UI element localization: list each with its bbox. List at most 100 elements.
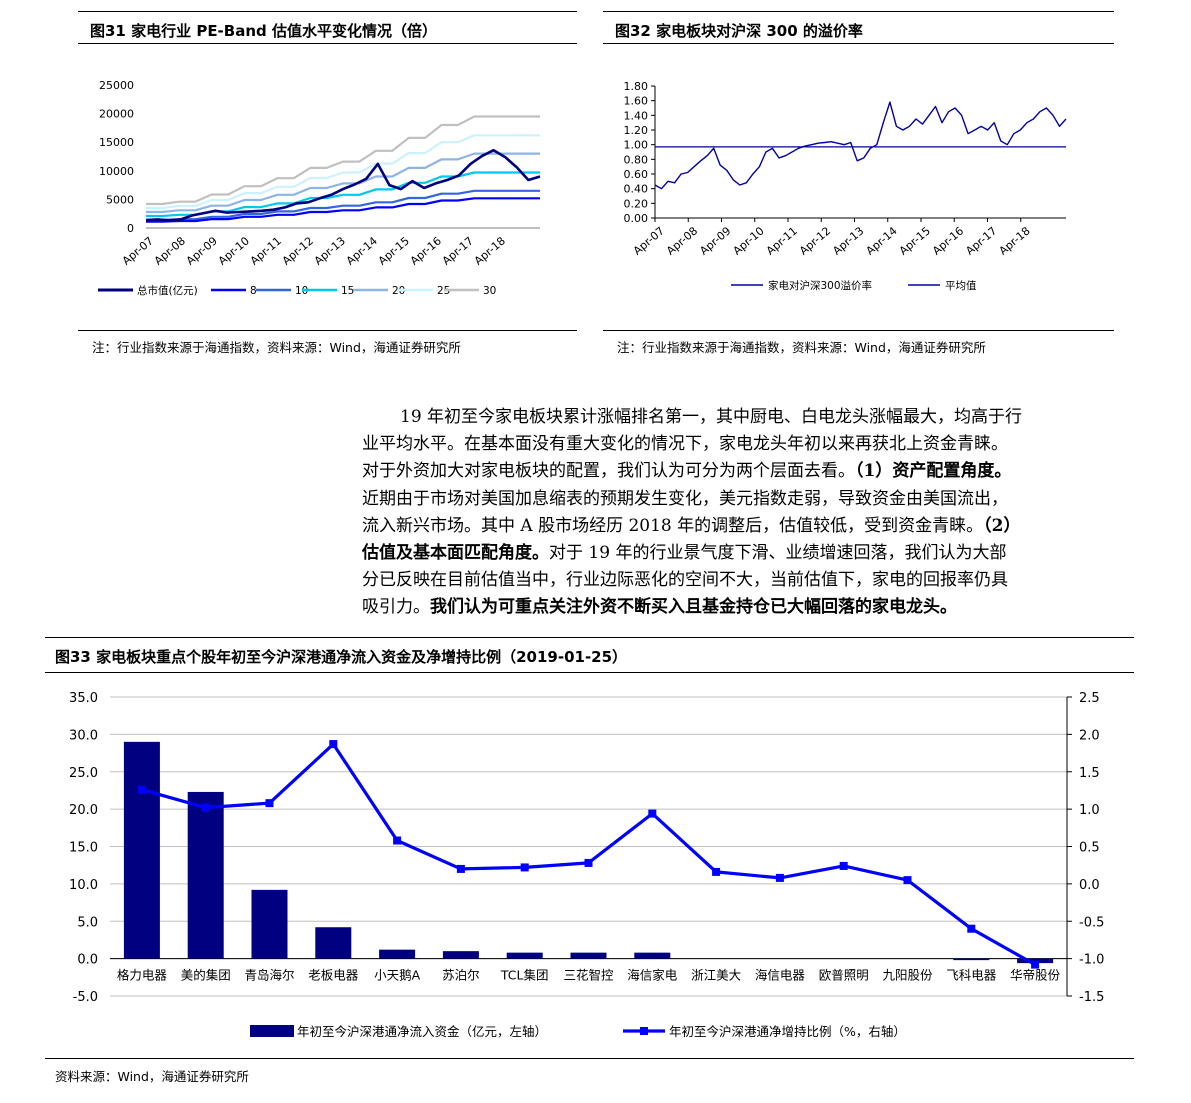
fig33-line-marker bbox=[712, 867, 721, 876]
fig31-legend-label: 10 bbox=[295, 285, 308, 297]
fig31-chart: 2500020000150001000050000Apr-07Apr-08Apr… bbox=[98, 79, 541, 297]
fig31-x-tick-label: Apr-17 bbox=[440, 234, 476, 267]
fig33-category-label: 华帝股份 bbox=[1010, 968, 1061, 983]
fig33-title-rule bbox=[45, 672, 1134, 673]
fig33-line-marker bbox=[584, 858, 593, 867]
fig31-legend-label: 25 bbox=[437, 285, 450, 297]
fig32-legend-label: 平均值 bbox=[945, 279, 977, 292]
para-line-2: 业平均水平。在基本面没有重大变化的情况下，家电龙头年初以来再获北上资金青睐。 bbox=[362, 434, 1008, 455]
fig33-left-tick-label: 15.0 bbox=[69, 841, 98, 856]
fig32-x-tick-label: Apr-18 bbox=[997, 224, 1033, 257]
fig33-line-marker bbox=[137, 785, 146, 794]
fig32-y-tick-label: 0.60 bbox=[624, 168, 649, 181]
para-line-3b: （1）资产配置角度。 bbox=[855, 461, 1012, 482]
fig33-bar bbox=[251, 889, 288, 959]
fig33-left-tick-label: 0.0 bbox=[77, 953, 98, 968]
fig33-right-tick-label: 1.0 bbox=[1079, 803, 1100, 818]
fig32-x-tick-label: Apr-11 bbox=[764, 224, 800, 257]
fig31-x-tick-label: Apr-07 bbox=[120, 234, 156, 267]
fig32-y-tick-label: 0.40 bbox=[624, 183, 649, 196]
fig31-y-tick-label: 25000 bbox=[99, 79, 134, 92]
fig31-x-tick-label: Apr-08 bbox=[152, 234, 188, 267]
para-line-5a: 流入新兴市场。其中 A 股市场经历 2018 年的调整后，估值较低，受到资金青睐… bbox=[362, 515, 984, 536]
fig33-line-marker bbox=[393, 836, 402, 845]
fig31-x-tick-label: Apr-13 bbox=[312, 234, 348, 267]
fig33-note: 资料来源：Wind，海通证券研究所 bbox=[55, 1069, 249, 1084]
fig33-left-tick-label: 20.0 bbox=[69, 803, 98, 818]
fig33-bar bbox=[123, 741, 160, 959]
fig32-x-tick-label: Apr-13 bbox=[830, 224, 866, 257]
fig31-series-line bbox=[146, 197, 540, 223]
fig33-left-tick-label: 30.0 bbox=[69, 728, 98, 743]
fig33-category-label: 飞科电器 bbox=[946, 968, 997, 983]
fig31-legend-label: 总市值(亿元) bbox=[137, 284, 198, 297]
fig31-bottom-rule bbox=[78, 330, 577, 331]
fig32-x-tick-label: Apr-15 bbox=[897, 224, 933, 257]
fig33-line-marker bbox=[648, 809, 657, 818]
fig31-series-line bbox=[146, 115, 540, 206]
fig33-line-marker bbox=[201, 803, 210, 812]
para-line-8a: 吸引力。 bbox=[362, 597, 430, 618]
fig33-right-tick-label: -0.5 bbox=[1079, 915, 1104, 930]
para-line-3a: 对于外资加大对家电板块的配置，我们认为可分为两个层面去看。 bbox=[362, 461, 855, 482]
fig33-line-marker bbox=[967, 924, 976, 933]
fig31-x-tick-label: Apr-15 bbox=[376, 234, 412, 267]
fig31-note: 注：行业指数来源于海通指数，资料来源：Wind，海通证券研究所 bbox=[92, 340, 461, 355]
fig32-bottom-rule bbox=[603, 330, 1114, 331]
para-line-6b: 对于 19 年的行业景气度下滑、业绩增速回落，我们认为大部 bbox=[549, 543, 1007, 564]
fig33-left-tick-label: 25.0 bbox=[69, 766, 98, 781]
fig33-legend-line-marker bbox=[640, 1027, 648, 1035]
fig32-y-tick-label: 0.20 bbox=[624, 197, 649, 210]
fig33-top-rule bbox=[45, 637, 1134, 638]
fig32-chart: 1.80 1.601.40 1.20 1.000.80 0.60 0.400.20 0.00… bbox=[624, 80, 1067, 292]
fig33-title: 图33 家电板块重点个股年初至今沪深港通净流入资金及净增持比例（2019-01-… bbox=[55, 648, 628, 666]
fig33-left-tick-label: 5.0 bbox=[77, 915, 98, 930]
fig33-category-label: 海信电器 bbox=[755, 968, 806, 983]
fig31-x-tick-label: Apr-10 bbox=[216, 234, 252, 267]
fig32-x-tick-label: Apr-10 bbox=[731, 224, 767, 257]
fig31-series-line bbox=[146, 189, 540, 222]
fig33-legend-line-label: 年初至今沪深港通净增持比例（%，右轴） bbox=[669, 1024, 906, 1039]
para-line-5b: （2） bbox=[983, 515, 1021, 536]
fig33-line-marker bbox=[456, 864, 465, 873]
fig33-line-marker bbox=[1031, 960, 1040, 969]
fig33-right-tick-label: 1.5 bbox=[1079, 766, 1100, 781]
fig33-category-label: 青岛海尔 bbox=[244, 968, 294, 983]
fig33-right-tick-label: 2.0 bbox=[1079, 728, 1100, 743]
fig33-category-label: 苏泊尔 bbox=[442, 968, 480, 983]
fig33-line-marker bbox=[520, 863, 529, 872]
fig31-y-tick-label: 10000 bbox=[99, 165, 134, 178]
fig31-y-tick-label: 0 bbox=[127, 222, 134, 235]
fig32-legend-label: 家电对沪深300溢价率 bbox=[768, 279, 872, 292]
fig31-series-line bbox=[145, 148, 541, 222]
fig33-line-marker bbox=[265, 799, 274, 808]
fig33-legend-bar-swatch bbox=[250, 1025, 294, 1037]
fig31-y-tick-label: 20000 bbox=[99, 108, 134, 121]
fig31-legend-label: 8 bbox=[250, 285, 257, 297]
fig33-category-label: 美的集团 bbox=[181, 968, 231, 983]
fig32-premium-line bbox=[654, 101, 1067, 190]
fig33-left-tick-label: 35.0 bbox=[69, 691, 98, 706]
fig31-x-tick-label: Apr-16 bbox=[408, 234, 444, 267]
fig33-right-tick-label: 0.0 bbox=[1079, 878, 1100, 893]
fig33-left-tick-label: -5.0 bbox=[73, 990, 98, 1005]
fig31-x-tick-label: Apr-12 bbox=[280, 234, 316, 267]
fig32-note: 注：行业指数来源于海通指数，资料来源：Wind，海通证券研究所 bbox=[617, 340, 986, 355]
fig32-title-rule bbox=[603, 43, 1114, 44]
fig32-x-tick-label: Apr-12 bbox=[797, 224, 833, 257]
fig32-y-tick-label: 1.40 bbox=[624, 109, 649, 122]
fig33-line-marker bbox=[903, 876, 912, 885]
fig31-legend-label: 30 bbox=[483, 285, 496, 297]
fig31-title-rule bbox=[78, 43, 577, 44]
fig31-y-tick-label: 15000 bbox=[99, 136, 134, 149]
para-line-8b: 我们认为可重点关注外资不断买入且基金持仓已大幅回落的家电龙头。 bbox=[430, 597, 957, 618]
fig32-y-tick-label: 1.20 bbox=[624, 124, 649, 137]
fig33-right-tick-label: 0.5 bbox=[1079, 841, 1100, 856]
fig32-title: 图32 家电板块对沪深 300 的溢价率 bbox=[615, 22, 863, 40]
fig31-x-tick-label: Apr-18 bbox=[472, 234, 508, 267]
fig33-category-label: 海信家电 bbox=[627, 968, 678, 983]
fig33-bar bbox=[379, 949, 416, 959]
fig32-top-rule bbox=[603, 11, 1114, 12]
fig31-series-line bbox=[146, 152, 540, 214]
fig33-category-label: 九阳股份 bbox=[882, 968, 933, 983]
